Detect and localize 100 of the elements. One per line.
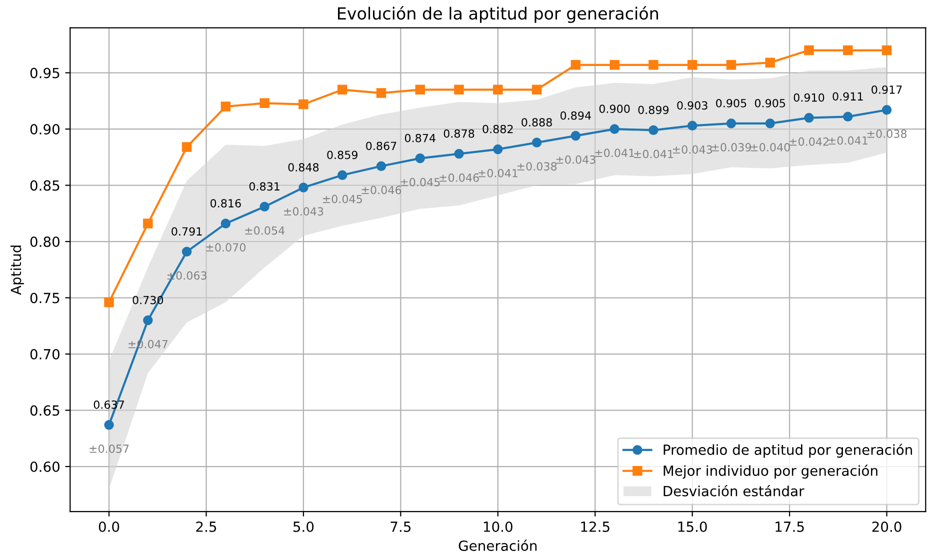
annotation: ±0.046	[362, 186, 402, 194]
y-axis-title: Aptitud	[10, 246, 24, 295]
annotation: ±0.038	[517, 162, 557, 171]
y-tick-label: 0.75	[30, 292, 60, 304]
data-label: 0.867	[366, 142, 396, 150]
point	[765, 118, 775, 128]
point	[687, 60, 698, 70]
x-tick-label: 12.5	[581, 521, 610, 532]
point	[376, 88, 386, 98]
point	[337, 84, 348, 95]
point	[298, 99, 308, 110]
data-label: 0.905	[716, 98, 746, 108]
point	[648, 125, 658, 136]
data-label: 0.882	[482, 124, 513, 134]
y-tick-label: 0.90	[30, 124, 60, 135]
data-label: 0.910	[794, 93, 824, 102]
x-tick-label: 2.5	[196, 521, 216, 532]
point	[532, 138, 542, 148]
point	[454, 148, 464, 159]
point	[337, 170, 348, 180]
point	[260, 202, 270, 212]
point	[570, 60, 581, 70]
point	[804, 45, 814, 56]
point	[843, 112, 853, 122]
data-label: 0.917	[872, 85, 902, 94]
data-label: 0.874	[404, 134, 436, 142]
annotation: ±0.054	[245, 226, 284, 235]
annotation: ±0.040	[750, 143, 790, 152]
point	[104, 297, 114, 308]
data-label: 0.911	[832, 92, 863, 101]
point	[882, 105, 892, 115]
point	[610, 124, 620, 134]
data-label: 0.878	[444, 129, 474, 138]
point	[182, 142, 192, 152]
point	[532, 84, 542, 95]
data-label: 0.894	[560, 111, 591, 120]
x-tick-label: 17.5	[776, 522, 804, 532]
annotation: ±0.043	[672, 145, 712, 154]
x-tick-label: 7.5	[390, 522, 410, 532]
point	[882, 45, 892, 56]
annotation: ±0.045	[322, 194, 362, 204]
point	[220, 102, 231, 112]
annotation: ±0.042	[790, 137, 828, 146]
data-label: 0.859	[327, 150, 358, 160]
annotation: ±0.038	[867, 130, 907, 138]
point	[804, 112, 814, 123]
point	[454, 84, 464, 95]
annotation: ±0.046	[440, 173, 479, 182]
point	[376, 161, 386, 172]
point	[493, 144, 503, 154]
annotation: ±0.045	[400, 178, 440, 186]
x-tick-label: 15.0	[678, 521, 707, 532]
x-tick-label: 10.0	[484, 521, 512, 532]
point	[610, 60, 620, 70]
x-tick-label: 0.0	[98, 521, 120, 532]
point	[415, 84, 425, 95]
data-label: 0.791	[172, 227, 202, 236]
annotation: ±0.041	[595, 148, 634, 158]
point	[143, 315, 153, 326]
annotation: ±0.043	[284, 207, 324, 216]
point	[143, 218, 153, 228]
x-axis-title: Generación	[458, 540, 537, 551]
y-tick-label: 0.60	[30, 461, 60, 472]
annotation: ±0.070	[206, 243, 246, 252]
point	[726, 118, 736, 128]
data-label: 0.900	[599, 104, 630, 113]
point	[415, 153, 425, 164]
point	[648, 60, 658, 70]
chart-title: Evolución de la aptitud por generación	[338, 6, 658, 23]
data-label: 0.848	[288, 163, 319, 172]
x-tick-label: 20.0	[872, 521, 902, 532]
data-label: 0.899	[638, 106, 669, 114]
point	[765, 58, 775, 68]
point	[493, 84, 503, 95]
point	[570, 130, 581, 141]
data-label: 0.831	[249, 182, 280, 191]
legend-label: Desviación estándar	[664, 485, 804, 496]
point	[220, 218, 231, 228]
point	[298, 182, 308, 192]
data-label: 0.903	[677, 101, 708, 110]
legend-label: Promedio de aptitud por generación	[664, 444, 912, 458]
annotation: ±0.041	[634, 150, 673, 158]
data-label: 0.816	[210, 199, 241, 208]
point	[182, 246, 192, 257]
data-label: 0.888	[522, 118, 552, 126]
point	[687, 120, 698, 131]
point	[104, 420, 114, 430]
point	[726, 60, 736, 70]
legend-label: Mejor individuo por generación	[664, 464, 878, 479]
y-tick-label: 0.80	[30, 236, 60, 248]
annotation: ±0.041	[478, 168, 518, 178]
annotation: ±0.041	[828, 136, 868, 145]
annotation: ±0.043	[556, 155, 596, 164]
point	[260, 98, 270, 108]
y-tick-label: 0.95	[30, 68, 60, 78]
y-tick-label: 0.65	[30, 405, 60, 416]
y-tick-label: 0.85	[30, 180, 60, 191]
annotation: ±0.039	[712, 143, 751, 152]
x-tick-label: 5.0	[293, 521, 314, 532]
y-tick-label: 0.70	[30, 349, 60, 360]
